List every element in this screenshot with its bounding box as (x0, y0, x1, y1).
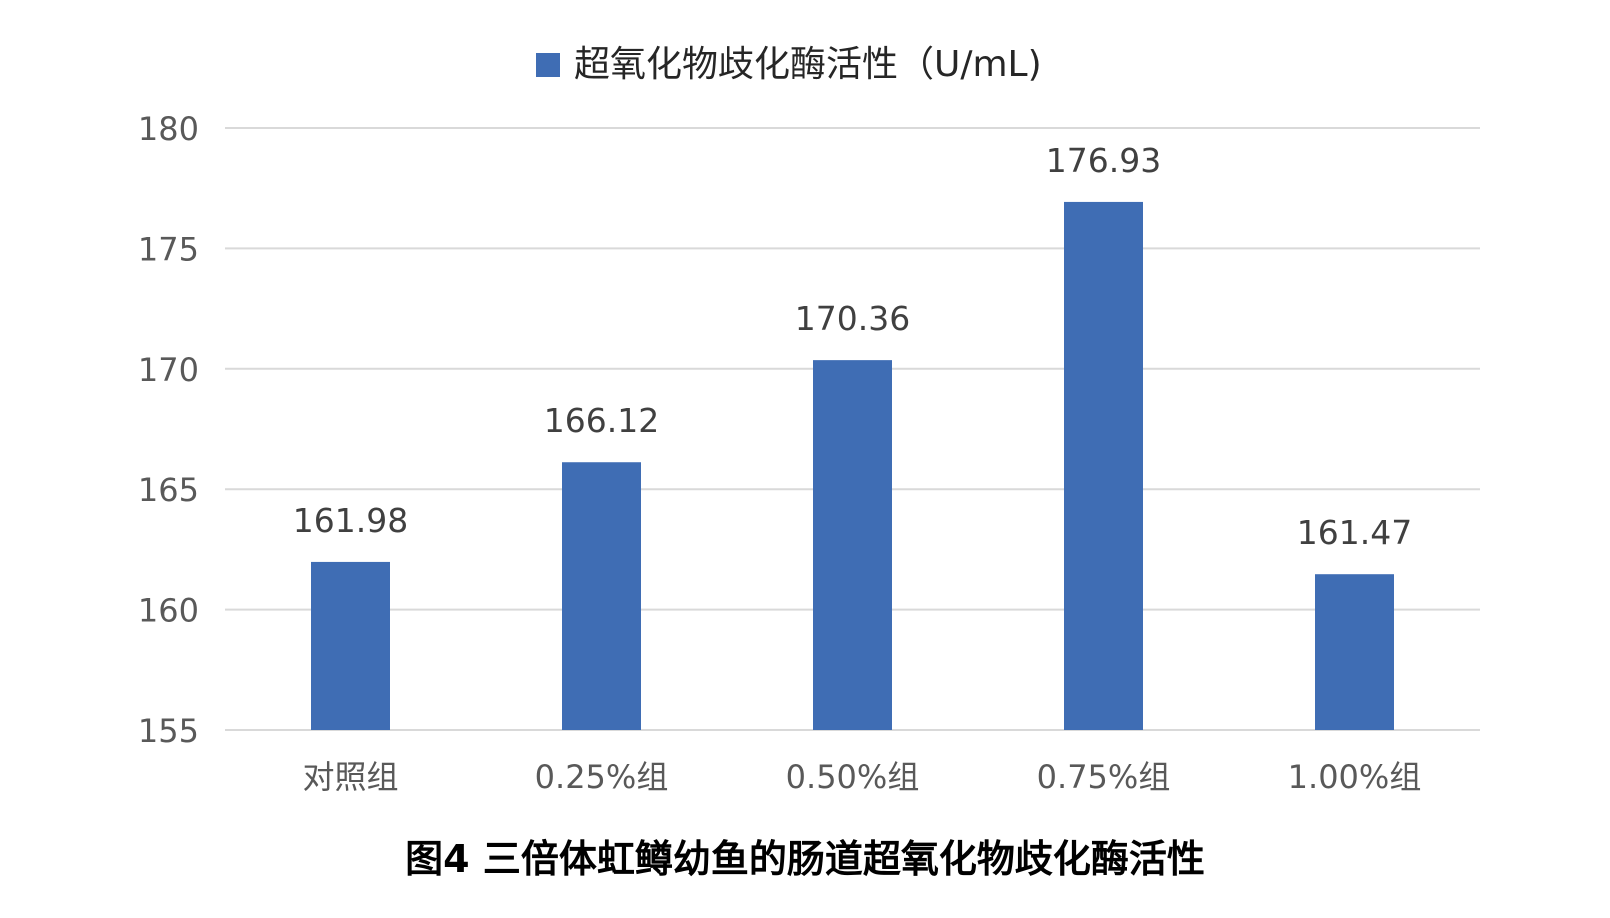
figure-caption: 图4 三倍体虹鳟幼鱼的肠道超氧化物歧化酶活性 (405, 837, 1205, 881)
x-tick-label: 对照组 (302, 758, 398, 796)
data-label: 170.36 (795, 299, 910, 338)
bar (1064, 201, 1143, 730)
y-tick-label: 155 (138, 712, 199, 750)
data-labels: 161.98 166.12 170.36 176.93 161.47 (293, 141, 1412, 552)
y-tick-label: 165 (138, 471, 199, 509)
bars (311, 201, 1394, 730)
legend-label: 超氧化物歧化酶活性（U/mL) (574, 44, 1042, 85)
bar (1315, 574, 1394, 730)
y-tick-label: 170 (138, 351, 199, 389)
x-tick-label: 0.25%组 (535, 758, 669, 796)
x-tick-label: 0.75%组 (1037, 758, 1171, 796)
x-tick-label: 0.50%组 (786, 758, 920, 796)
data-label: 161.98 (293, 501, 408, 540)
data-label: 166.12 (544, 401, 659, 440)
y-tick-label: 160 (138, 592, 199, 630)
data-label: 161.47 (1297, 513, 1412, 552)
y-tick-label: 180 (138, 110, 199, 148)
legend: 超氧化物歧化酶活性（U/mL) (536, 44, 1042, 85)
legend-swatch (536, 53, 560, 77)
x-axis-ticks: 对照组 0.25%组 0.50%组 0.75%组 1.00%组 (302, 758, 1421, 796)
bar (813, 360, 892, 730)
data-label: 176.93 (1046, 141, 1161, 180)
y-tick-label: 175 (138, 230, 199, 268)
x-tick-label: 1.00%组 (1288, 758, 1422, 796)
y-axis-ticks: 155 160 165 170 175 180 (138, 110, 199, 750)
bar (562, 462, 641, 730)
bar-chart: 155 160 165 170 175 180 161.98 166.12 170.36 176… (138, 44, 1480, 796)
bar (311, 561, 390, 730)
